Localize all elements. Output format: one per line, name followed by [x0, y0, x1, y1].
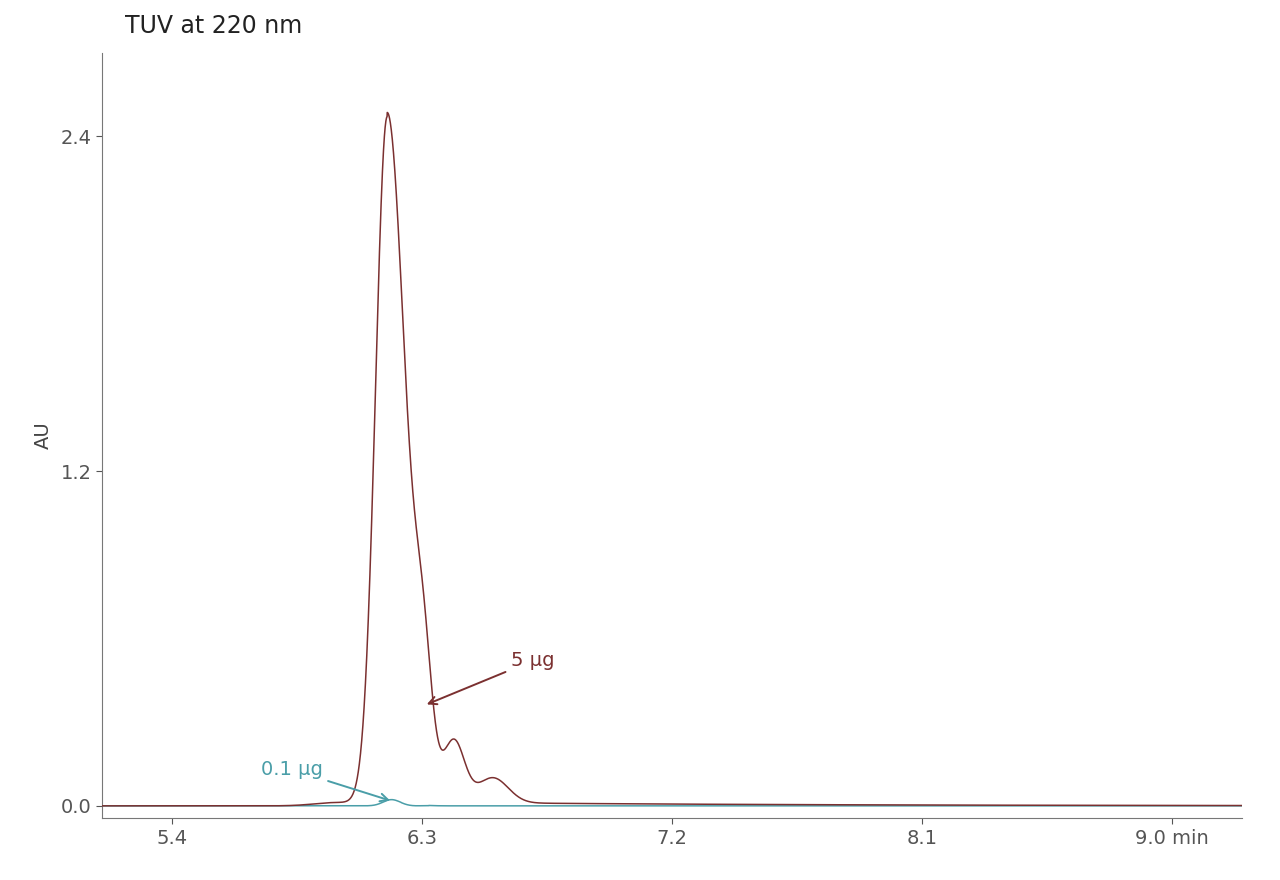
Y-axis label: AU: AU [33, 422, 52, 450]
Text: 0.1 μg: 0.1 μg [261, 760, 388, 802]
Text: 5 μg: 5 μg [429, 651, 554, 704]
Text: TUV at 220 nm: TUV at 220 nm [125, 14, 302, 39]
